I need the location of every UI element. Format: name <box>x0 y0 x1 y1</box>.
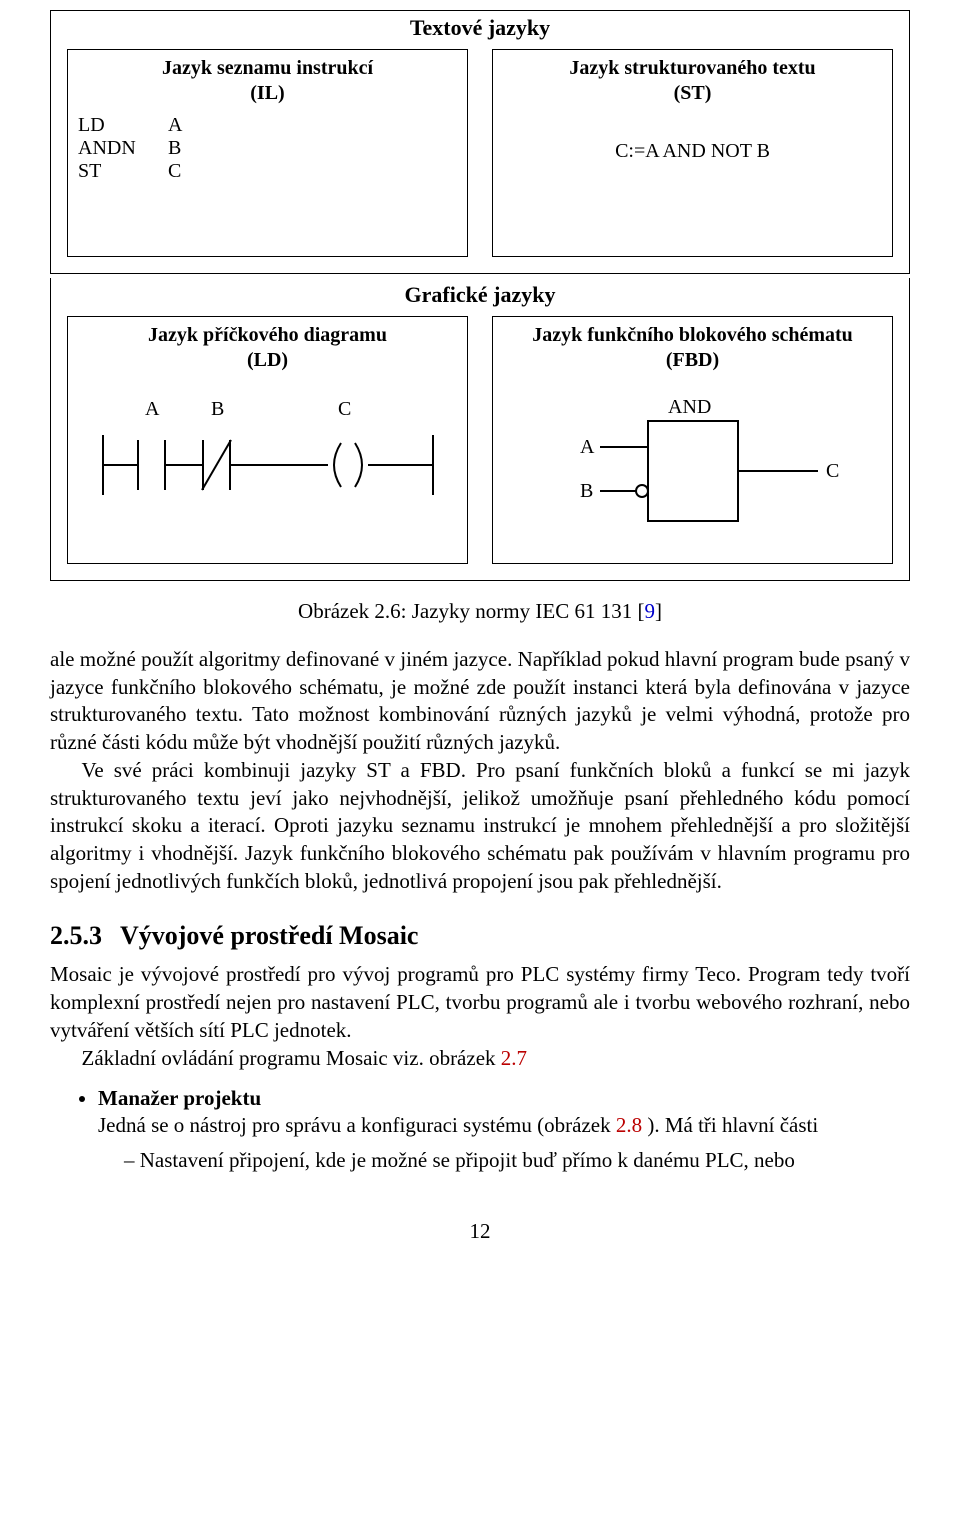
bullet-title: Manažer projektu <box>98 1086 910 1111</box>
panel-st-title: Jazyk strukturovaného textu (ST) <box>503 56 882 106</box>
subsection-title: Vývojové prostředí Mosaic <box>120 921 418 950</box>
il-op: ANDN <box>78 137 168 160</box>
figure-outer-bottom: Grafické jazyky Jazyk příčkového diagram… <box>50 278 910 581</box>
panel-ld: Jazyk příčkového diagramu (LD) A B C <box>67 316 468 564</box>
fbd-block <box>648 421 738 521</box>
figure-ref-link[interactable]: 2.7 <box>501 1046 527 1070</box>
text-languages-row: Jazyk seznamu instrukcí (IL) LDA ANDNB S… <box>51 49 909 273</box>
list-item: Manažer projektu Jedná se o nástroj pro … <box>98 1086 910 1173</box>
text-languages-title: Textové jazyky <box>51 11 909 49</box>
fbd-label-c: C <box>826 460 839 482</box>
bullet-body: Jedná se o nástroj pro správu a konfigur… <box>98 1113 910 1138</box>
st-code: C:=A AND NOT B <box>503 140 882 163</box>
il-op: LD <box>78 114 168 137</box>
ld-label-a: A <box>145 398 160 420</box>
bullet-list: Manažer projektu Jedná se o nástroj pro … <box>50 1086 910 1173</box>
fbd-label-b: B <box>580 480 593 502</box>
panel-il-title: Jazyk seznamu instrukcí (IL) <box>78 56 457 106</box>
panel-fbd-title-line1: Jazyk funkčního blokového schématu <box>532 324 853 346</box>
ld-diagram: A B C <box>83 385 453 515</box>
page-number: 12 <box>50 1219 910 1244</box>
bullet-body-suffix: ). Má tři hlavní části <box>642 1113 818 1137</box>
panel-fbd-title-line2: (FBD) <box>666 349 719 371</box>
panel-fbd-title: Jazyk funkčního blokového schématu (FBD) <box>503 323 882 373</box>
bullet-body-prefix: Jedná se o nástroj pro správu a konfigur… <box>98 1113 616 1137</box>
fbd-diagram: AND A B C <box>508 385 878 535</box>
dash-text: Nastavení připojení, kde je možné se při… <box>140 1148 795 1172</box>
panel-st: Jazyk strukturovaného textu (ST) C:=A AN… <box>492 49 893 257</box>
subsection-heading: 2.5.3 Vývojové prostředí Mosaic <box>50 921 910 951</box>
paragraph-1: ale možné použít algoritmy definované v … <box>50 646 910 757</box>
graphic-languages-row: Jazyk příčkového diagramu (LD) A B C <box>51 316 909 580</box>
panel-ld-title: Jazyk příčkového diagramu (LD) <box>78 323 457 373</box>
il-arg: C <box>168 160 181 183</box>
il-arg: B <box>168 137 181 160</box>
page: Textové jazyky Jazyk seznamu instrukcí (… <box>0 0 960 1284</box>
ld-label-b: B <box>211 398 224 420</box>
panel-fbd: Jazyk funkčního blokového schématu (FBD)… <box>492 316 893 564</box>
il-op: ST <box>78 160 168 183</box>
panel-st-title-line1: Jazyk strukturovaného textu <box>569 57 815 79</box>
il-code: LDA ANDNB STC <box>78 114 457 183</box>
fbd-label-a: A <box>580 436 595 458</box>
paragraph-3b: Základní ovládání programu Mosaic viz. o… <box>50 1045 910 1073</box>
fbd-negation-icon <box>636 485 648 497</box>
panel-ld-title-line1: Jazyk příčkového diagramu <box>148 324 387 346</box>
ld-label-c: C <box>338 398 351 420</box>
panel-st-title-line2: (ST) <box>674 82 712 104</box>
paragraph-2: Ve své práci kombinuji jazyky ST a FBD. … <box>50 757 910 896</box>
paragraph-3a: Mosaic je vývojové prostředí pro vývoj p… <box>50 961 910 1044</box>
panel-il-title-line1: Jazyk seznamu instrukcí <box>162 57 373 79</box>
para3b-prefix: Základní ovládání programu Mosaic viz. o… <box>82 1046 501 1070</box>
figure-caption: Obrázek 2.6: Jazyky normy IEC 61 131 [9] <box>50 599 910 624</box>
figure-ref-link[interactable]: 2.8 <box>616 1113 642 1137</box>
dash-list: Nastavení připojení, kde je možné se při… <box>98 1148 910 1173</box>
caption-prefix: Obrázek 2.6: Jazyky normy IEC 61 131 [ <box>298 599 644 623</box>
panel-il-title-line2: (IL) <box>250 82 284 104</box>
fbd-label-block: AND <box>668 396 711 418</box>
caption-suffix: ] <box>655 599 662 623</box>
graphic-languages-title: Grafické jazyky <box>51 278 909 316</box>
panel-ld-title-line2: (LD) <box>247 349 288 371</box>
dash-item: Nastavení připojení, kde je možné se při… <box>124 1148 910 1173</box>
il-arg: A <box>168 114 182 137</box>
citation-link[interactable]: 9 <box>644 599 655 623</box>
subsection-number: 2.5.3 <box>50 921 102 950</box>
panel-il: Jazyk seznamu instrukcí (IL) LDA ANDNB S… <box>67 49 468 257</box>
figure-outer-top: Textové jazyky Jazyk seznamu instrukcí (… <box>50 10 910 274</box>
